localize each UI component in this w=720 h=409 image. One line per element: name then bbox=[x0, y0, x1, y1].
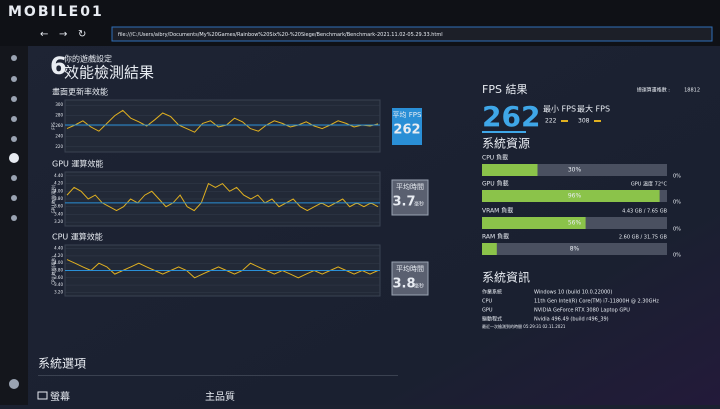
avg-unit: 毫秒 bbox=[414, 201, 424, 208]
avg-label: 平均時間 bbox=[396, 182, 424, 191]
data-line bbox=[66, 109, 379, 133]
y-tick-label: 4.00 bbox=[54, 260, 63, 265]
y-tick-label: 3.60 bbox=[54, 204, 63, 209]
y-tick-label: 3.80 bbox=[54, 268, 63, 273]
bar-min: 0% bbox=[673, 174, 681, 180]
info-key: 作業系統 bbox=[482, 289, 502, 296]
game-logo: 6 bbox=[50, 52, 67, 80]
back-button[interactable]: ← bbox=[40, 29, 48, 40]
avg-value: 3.7 bbox=[392, 195, 415, 210]
reload-button[interactable]: ↻ bbox=[78, 29, 86, 40]
y-tick-label: 4.00 bbox=[54, 188, 63, 193]
avg-box bbox=[391, 261, 429, 296]
data-line bbox=[66, 259, 379, 279]
screen-icon bbox=[37, 391, 48, 400]
y-tick-label: 3.60 bbox=[54, 275, 63, 280]
chart-title: CPU 運算效能 bbox=[52, 232, 103, 242]
min-label: 最小 FPS bbox=[543, 105, 576, 114]
y-tick-label: 4.20 bbox=[54, 253, 63, 258]
fps-title: FPS 結果 bbox=[482, 82, 527, 96]
avg-box bbox=[391, 179, 429, 216]
title: 效能檢測結果 bbox=[64, 64, 154, 82]
y-tick-label: 260 bbox=[55, 123, 63, 128]
resource-label: VRAM 負載 bbox=[482, 207, 513, 215]
y-tick-label: 3.40 bbox=[54, 211, 63, 216]
y-tick-label: 4.20 bbox=[54, 181, 63, 186]
max: 308 bbox=[578, 118, 590, 125]
info-footer: 最近一次檢測到的時間 05:29:31 02.11.2021 bbox=[482, 323, 566, 329]
y-axis-label: FPS bbox=[51, 122, 56, 130]
y-tick-label: 3.20 bbox=[54, 219, 63, 224]
total-label: 總運算畫格數 : bbox=[637, 87, 671, 94]
min: 222 bbox=[545, 118, 557, 125]
resource-note: GPU 溫度 72°C bbox=[631, 181, 668, 188]
info-value: 11th Gen Intel(R) Core(TM) i7-11800H @ 2… bbox=[534, 299, 659, 305]
fps-avg: 262 bbox=[482, 100, 540, 133]
y-tick-label: 280 bbox=[55, 113, 63, 118]
separator bbox=[38, 375, 398, 376]
info-title: 系統資訊 bbox=[482, 270, 530, 285]
avg-box bbox=[392, 108, 422, 145]
y-tick-label: 3.80 bbox=[54, 196, 63, 201]
info-key: GPU bbox=[482, 308, 493, 314]
bar-fill bbox=[482, 164, 538, 176]
max-label: 最大 FPS bbox=[577, 104, 610, 114]
bar-value: 8% bbox=[570, 246, 580, 253]
avg-label: 平均時間 bbox=[396, 264, 424, 273]
bar-value: 56% bbox=[568, 220, 582, 227]
url: file:///C:/Users/aibry/Documents/My%20Ga… bbox=[118, 32, 443, 38]
tab[interactable]: 主品質 bbox=[205, 390, 235, 403]
total: 18812 bbox=[684, 88, 700, 94]
bar-track bbox=[482, 243, 667, 255]
y-tick-label: 3.40 bbox=[54, 282, 63, 287]
y-axis-label: GPU 時間(毫秒) bbox=[50, 184, 56, 213]
resource-note: 4.43 GB / 7.65 GB bbox=[622, 209, 667, 215]
y-tick-label: 3.20 bbox=[54, 289, 63, 294]
min-swatch bbox=[561, 120, 568, 122]
avg-value: 262 bbox=[393, 123, 420, 138]
bar-min: 0% bbox=[673, 253, 681, 259]
tab[interactable]: 螢幕 bbox=[50, 390, 70, 403]
y-tick-label: 220 bbox=[55, 144, 63, 149]
bar-value: 30% bbox=[568, 167, 582, 174]
bar-value: 96% bbox=[568, 193, 582, 200]
avg-label: 平均 FPS bbox=[393, 110, 422, 119]
chart-title: GPU 運算效能 bbox=[52, 159, 103, 169]
y-tick-label: 4.40 bbox=[54, 173, 63, 178]
info-value: NVIDIA GeForce RTX 3080 Laptop GPU bbox=[534, 308, 630, 314]
bar-min: 0% bbox=[673, 227, 681, 233]
bar-fill bbox=[482, 243, 497, 255]
y-tick-label: 4.40 bbox=[54, 246, 63, 251]
subtitle: 你的遊戲設定 bbox=[64, 54, 112, 64]
resources-title: 系統資源 bbox=[482, 137, 530, 151]
max-swatch bbox=[594, 120, 601, 122]
bar-min: 0% bbox=[673, 200, 681, 206]
y-tick-label: 240 bbox=[55, 133, 63, 138]
forward-button[interactable]: → bbox=[59, 29, 67, 40]
bar-fill bbox=[482, 217, 586, 229]
avg-unit: 毫秒 bbox=[414, 283, 424, 290]
info-value: Windows 10 (build 10.0.22000) bbox=[534, 290, 612, 296]
avg-value: 3.8 bbox=[392, 277, 415, 292]
resource-note: 2.60 GB / 31.75 GB bbox=[619, 235, 668, 241]
address-bar[interactable] bbox=[111, 26, 713, 42]
sidebar bbox=[0, 46, 28, 405]
y-tick-label: 300 bbox=[55, 102, 63, 107]
resource-label: CPU 負載 bbox=[482, 154, 508, 162]
data-line bbox=[66, 182, 379, 212]
resource-label: GPU 負載 bbox=[482, 180, 509, 188]
bar-fill bbox=[482, 190, 660, 202]
y-axis-label: CPU 時間(毫秒) bbox=[50, 256, 56, 285]
logo: MOBILE01 bbox=[8, 4, 104, 20]
chart-title: 畫面更新率效能 bbox=[52, 87, 108, 97]
info-key: CPU bbox=[482, 299, 493, 305]
info-value: Nvidia 496.49 (build r496_39) bbox=[534, 317, 609, 323]
resource-label: RAM 負載 bbox=[482, 233, 509, 241]
options-title: 系統選項 bbox=[38, 357, 86, 371]
sidebar-icons[interactable] bbox=[9, 55, 19, 389]
info-key: 驅動程式 bbox=[482, 316, 502, 323]
fps-underline bbox=[482, 131, 526, 133]
